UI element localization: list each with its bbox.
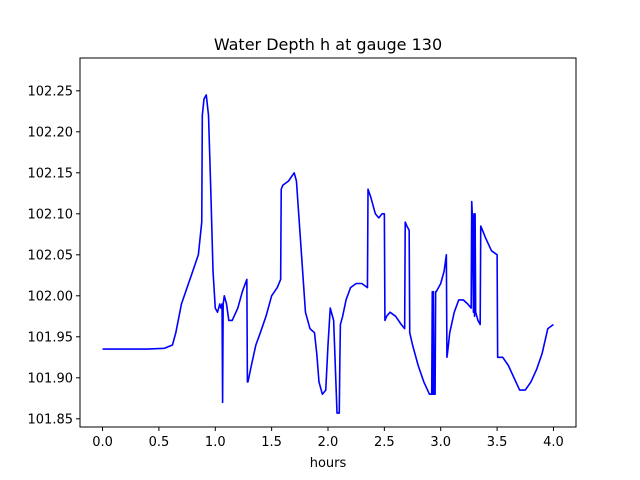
y-tick-label: 101.95 [28,330,74,345]
y-tick-label: 102.00 [28,289,74,304]
y-tick-label: 102.15 [28,166,74,181]
y-tick-label: 102.05 [28,248,74,263]
x-tick-label: 2.0 [318,435,339,450]
y-tick-label: 101.85 [28,412,74,427]
x-tick-label: 1.5 [261,435,282,450]
x-tick-label: 3.0 [430,435,451,450]
x-tick-label: 1.0 [205,435,226,450]
x-tick-label: 0.5 [149,435,170,450]
x-tick-label: 3.5 [487,435,508,450]
y-tick-label: 101.90 [28,371,74,386]
axis-ticks: 0.0 0.5 1.0 1.5 2.0 2.5 3.0 3.5 4.0 101.85 101.90 1… [28,84,564,450]
x-axis-label: hours [310,456,347,471]
chart-title: Water Depth h at gauge 130 [214,35,442,54]
x-tick-label: 0.0 [92,435,113,450]
x-tick-label: 2.5 [374,435,395,450]
y-tick-label: 102.10 [28,207,74,222]
y-tick-label: 102.25 [28,84,74,99]
series-line-0 [102,94,554,414]
plot-layer [102,94,554,414]
x-tick-label: 4.0 [543,435,564,450]
y-tick-label: 102.20 [28,125,74,140]
